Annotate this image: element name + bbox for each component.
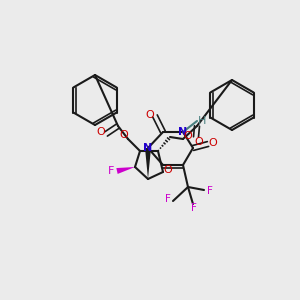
Text: H: H (198, 116, 206, 126)
Text: N: N (178, 127, 188, 137)
Text: O: O (208, 138, 217, 148)
Text: O: O (97, 127, 105, 137)
Polygon shape (116, 167, 135, 174)
Text: F: F (108, 166, 114, 176)
Polygon shape (145, 148, 151, 179)
Text: F: F (165, 194, 171, 204)
Text: O: O (195, 137, 203, 147)
Text: O: O (184, 131, 192, 141)
Text: O: O (146, 110, 154, 120)
Text: O: O (164, 165, 172, 175)
Text: O: O (120, 130, 128, 140)
Text: F: F (191, 203, 197, 213)
Text: F: F (207, 186, 213, 196)
Text: N: N (143, 143, 153, 153)
